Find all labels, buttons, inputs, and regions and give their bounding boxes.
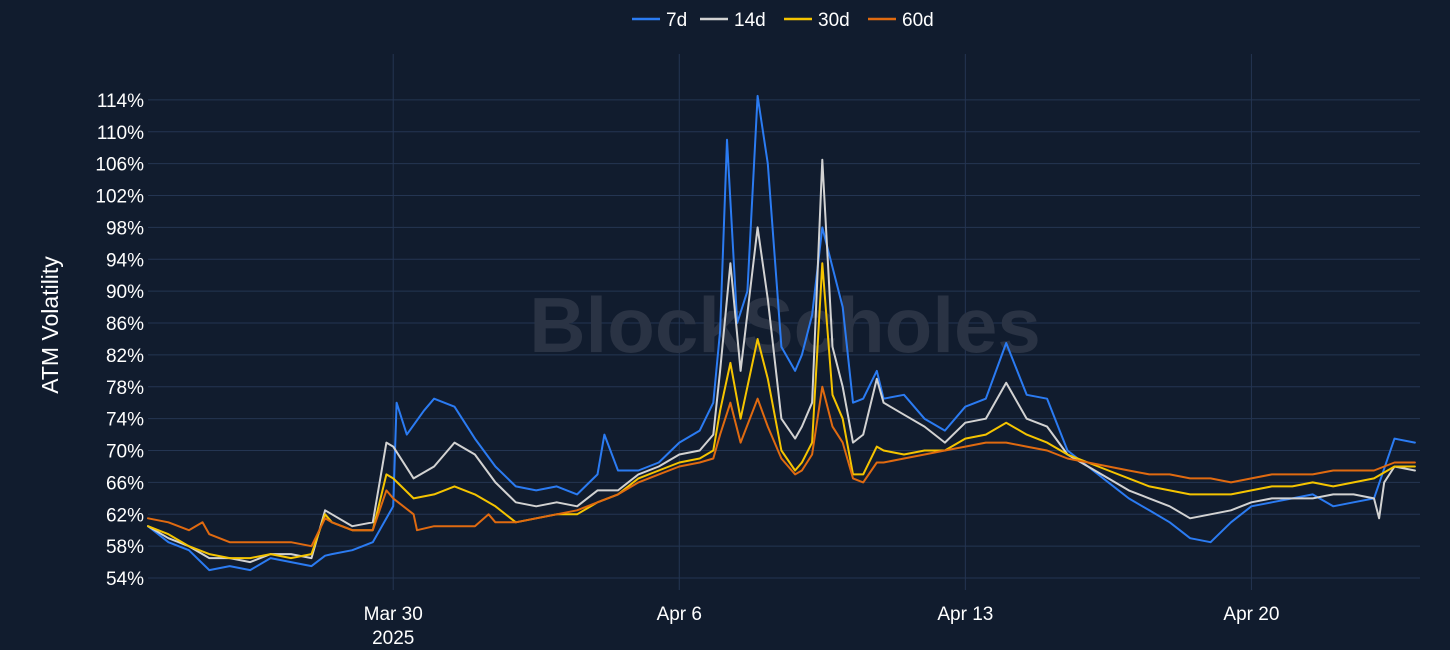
y-tick-label: 66% bbox=[106, 473, 144, 494]
legend-item-14d[interactable]: 14d bbox=[700, 10, 766, 31]
y-tick-label: 114% bbox=[97, 91, 144, 112]
series-line-60d bbox=[147, 385, 1416, 548]
y-tick-label: 74% bbox=[106, 410, 144, 431]
y-tick-label: 62% bbox=[106, 505, 144, 526]
legend-item-7d[interactable]: 7d bbox=[632, 10, 687, 31]
y-tick-label: 98% bbox=[106, 218, 144, 239]
legend-label: 30d bbox=[818, 10, 850, 31]
x-tick-label: Apr 6 bbox=[657, 604, 702, 625]
axis-layer: 54% 58% 62% 66% 70% 74% 78% 82% 86% 90% 94% 98% 102%… bbox=[95, 91, 1279, 649]
legend-item-30d[interactable]: 30d bbox=[784, 10, 850, 31]
y-tick-label: 58% bbox=[106, 537, 144, 558]
y-tick-label: 102% bbox=[95, 187, 144, 208]
series-line-14d bbox=[147, 158, 1416, 564]
x-tick-sublabel: 2025 bbox=[372, 628, 414, 649]
y-tick-label: 82% bbox=[106, 346, 144, 367]
legend-label: 7d bbox=[666, 10, 687, 31]
y-tick-label: 90% bbox=[106, 282, 144, 303]
y-tick-label: 110% bbox=[97, 123, 144, 144]
watermark-logo: BlockScholes bbox=[529, 281, 1041, 369]
y-axis-title: ATM Volatility bbox=[37, 256, 63, 394]
legend-label: 14d bbox=[734, 10, 766, 31]
x-tick-label: Apr 20 bbox=[1223, 604, 1279, 625]
y-tick-label: 78% bbox=[106, 378, 144, 399]
legend-label: 60d bbox=[902, 10, 934, 31]
legend-item-60d[interactable]: 60d bbox=[868, 10, 934, 31]
y-tick-label: 94% bbox=[106, 250, 144, 271]
x-tick-label: Apr 13 bbox=[937, 604, 993, 625]
y-tick-label: 86% bbox=[106, 314, 144, 335]
series-layer bbox=[147, 94, 1416, 572]
x-tick-label: Mar 30 bbox=[364, 604, 423, 625]
y-tick-label: 106% bbox=[95, 155, 144, 176]
series-line-7d bbox=[147, 94, 1416, 572]
legend[interactable]: 7d 14d 30d 60d bbox=[632, 10, 934, 31]
y-tick-label: 54% bbox=[106, 569, 144, 590]
grid-layer bbox=[148, 54, 1420, 590]
y-tick-label: 70% bbox=[106, 442, 144, 463]
